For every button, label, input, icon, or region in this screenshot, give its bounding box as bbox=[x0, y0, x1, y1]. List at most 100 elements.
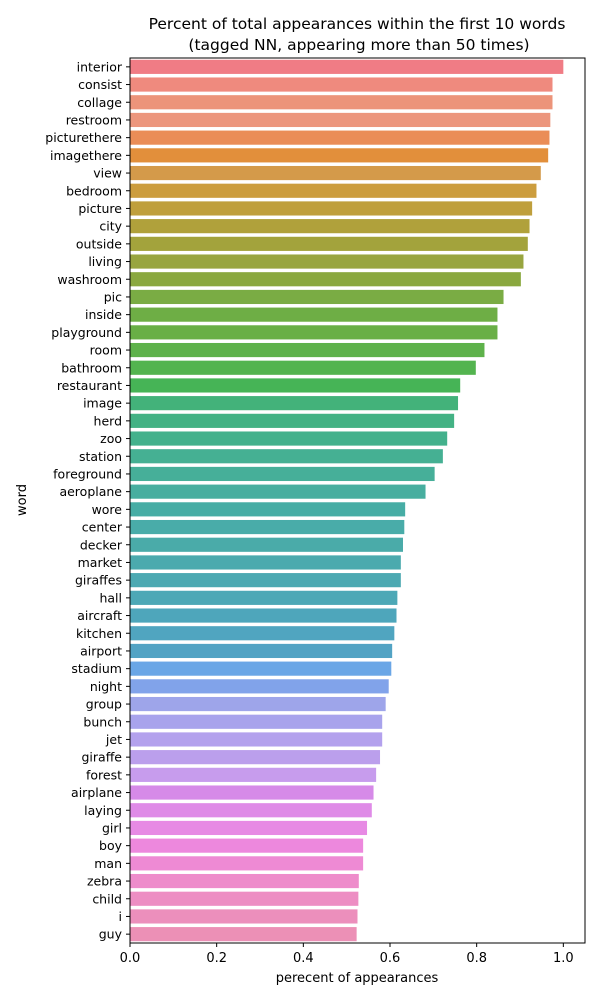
y-tick-label: airport bbox=[80, 643, 122, 658]
bar-pic bbox=[130, 289, 504, 305]
y-tick-label: group bbox=[86, 697, 122, 712]
y-tick-label: bunch bbox=[83, 714, 122, 729]
y-tick-label: foreground bbox=[53, 466, 122, 481]
bar-girl bbox=[130, 820, 368, 836]
x-tick-labels: 0.0 0.2 0.4 0.6 0.8 1.0 bbox=[120, 943, 574, 966]
bar-kitchen bbox=[130, 626, 395, 641]
bar-bunch bbox=[130, 714, 383, 729]
y-tick-label: collage bbox=[77, 95, 122, 110]
y-tick-label: child bbox=[92, 891, 122, 906]
bar-stadium bbox=[130, 661, 392, 676]
bar-picture bbox=[130, 201, 533, 216]
y-tick-label: interior bbox=[77, 59, 123, 74]
bar-collage bbox=[130, 95, 553, 110]
y-tick-label: living bbox=[88, 254, 122, 269]
y-tick-label: aircraft bbox=[77, 608, 122, 623]
y-tick-label: forest bbox=[86, 767, 122, 782]
bar-living bbox=[130, 254, 524, 269]
bar-decker bbox=[130, 537, 403, 552]
y-tick-label: zebra bbox=[87, 874, 122, 889]
bar-giraffe bbox=[130, 750, 381, 765]
y-tick-label: night bbox=[90, 679, 122, 694]
bar-inside bbox=[130, 307, 498, 322]
bar-restaurant bbox=[130, 378, 461, 393]
y-tick-label: playground bbox=[51, 325, 122, 340]
x-tick-label: 1.0 bbox=[553, 951, 574, 966]
y-tick-label: consist bbox=[78, 77, 122, 92]
bar-night bbox=[130, 679, 389, 694]
y-tick-label: girl bbox=[102, 820, 122, 835]
y-tick-label: airplane bbox=[71, 785, 122, 800]
bar-jet bbox=[130, 732, 383, 747]
bar-imagethere bbox=[130, 148, 549, 163]
bar-aircraft bbox=[130, 608, 397, 623]
bar-hall bbox=[130, 590, 398, 605]
y-tick-label: i bbox=[119, 909, 122, 924]
x-axis-label: perecent of appearances bbox=[276, 971, 439, 986]
y-tick-label: boy bbox=[99, 838, 123, 853]
bar-airplane bbox=[130, 785, 374, 800]
bar-restroom bbox=[130, 112, 551, 128]
bar-zoo bbox=[130, 431, 448, 446]
x-tick-label: 0.0 bbox=[120, 951, 141, 966]
bar-image bbox=[130, 396, 459, 411]
y-tick-label: room bbox=[90, 343, 122, 358]
y-tick-label: restaurant bbox=[57, 378, 122, 393]
bar-boy bbox=[130, 838, 364, 853]
bar-view bbox=[130, 165, 541, 181]
bar-center bbox=[130, 519, 405, 535]
y-tick-labels: interior consist collage restroom picturethe… bbox=[45, 59, 130, 942]
bar-aeroplane bbox=[130, 484, 426, 499]
plot-frame bbox=[129, 57, 586, 944]
bar-guy bbox=[130, 927, 357, 942]
bar-man bbox=[130, 856, 364, 871]
y-tick-label: guy bbox=[99, 927, 123, 942]
bar-playground bbox=[130, 325, 498, 340]
y-tick-label: imagethere bbox=[50, 148, 122, 163]
x-tick-label: 0.6 bbox=[380, 951, 401, 966]
bar-group bbox=[130, 696, 386, 712]
y-tick-label: image bbox=[83, 396, 122, 411]
x-tick-label: 0.8 bbox=[466, 951, 487, 966]
y-tick-label: city bbox=[99, 219, 122, 234]
y-tick-label: washroom bbox=[57, 272, 122, 287]
bar-bedroom bbox=[130, 183, 537, 198]
bar-i bbox=[130, 909, 358, 924]
bar-outside bbox=[130, 236, 528, 251]
bar-bathroom bbox=[130, 360, 476, 375]
y-tick-label: laying bbox=[84, 803, 122, 818]
y-tick-label: view bbox=[93, 166, 122, 181]
bar-forest bbox=[130, 767, 377, 782]
y-tick-label: picture bbox=[78, 201, 122, 216]
bar-interior bbox=[130, 59, 564, 74]
y-tick-label: stadium bbox=[71, 661, 122, 676]
bar-giraffes bbox=[130, 573, 401, 588]
chart-title-line1: Percent of total appearances within the … bbox=[149, 15, 566, 33]
y-tick-label: restroom bbox=[66, 112, 122, 127]
bar-consist bbox=[130, 77, 553, 92]
y-tick-label: giraffe bbox=[81, 750, 122, 765]
y-tick-label: wore bbox=[92, 502, 123, 517]
bar-wore bbox=[130, 502, 406, 517]
chart-title-line2: (tagged NN, appearing more than 50 times… bbox=[188, 36, 529, 54]
y-tick-label: picturethere bbox=[45, 130, 122, 145]
y-tick-label: pic bbox=[104, 289, 122, 304]
y-tick-label: zoo bbox=[100, 431, 122, 446]
y-tick-label: bedroom bbox=[66, 183, 122, 198]
x-tick-label: 0.2 bbox=[206, 951, 227, 966]
y-tick-label: kitchen bbox=[76, 626, 122, 641]
bar-room bbox=[130, 342, 485, 358]
y-tick-label: inside bbox=[85, 307, 122, 322]
bar-foreground bbox=[130, 466, 435, 482]
bar-zebra bbox=[130, 873, 359, 889]
bar-airport bbox=[130, 643, 393, 659]
bar-city bbox=[130, 219, 530, 234]
y-tick-label: hall bbox=[99, 590, 122, 605]
x-tick-label: 0.4 bbox=[293, 951, 314, 966]
y-tick-label: station bbox=[79, 449, 122, 464]
bars-group bbox=[130, 59, 564, 942]
bar-station bbox=[130, 449, 443, 464]
y-axis-label: word bbox=[15, 484, 30, 516]
bar-child bbox=[130, 891, 359, 906]
